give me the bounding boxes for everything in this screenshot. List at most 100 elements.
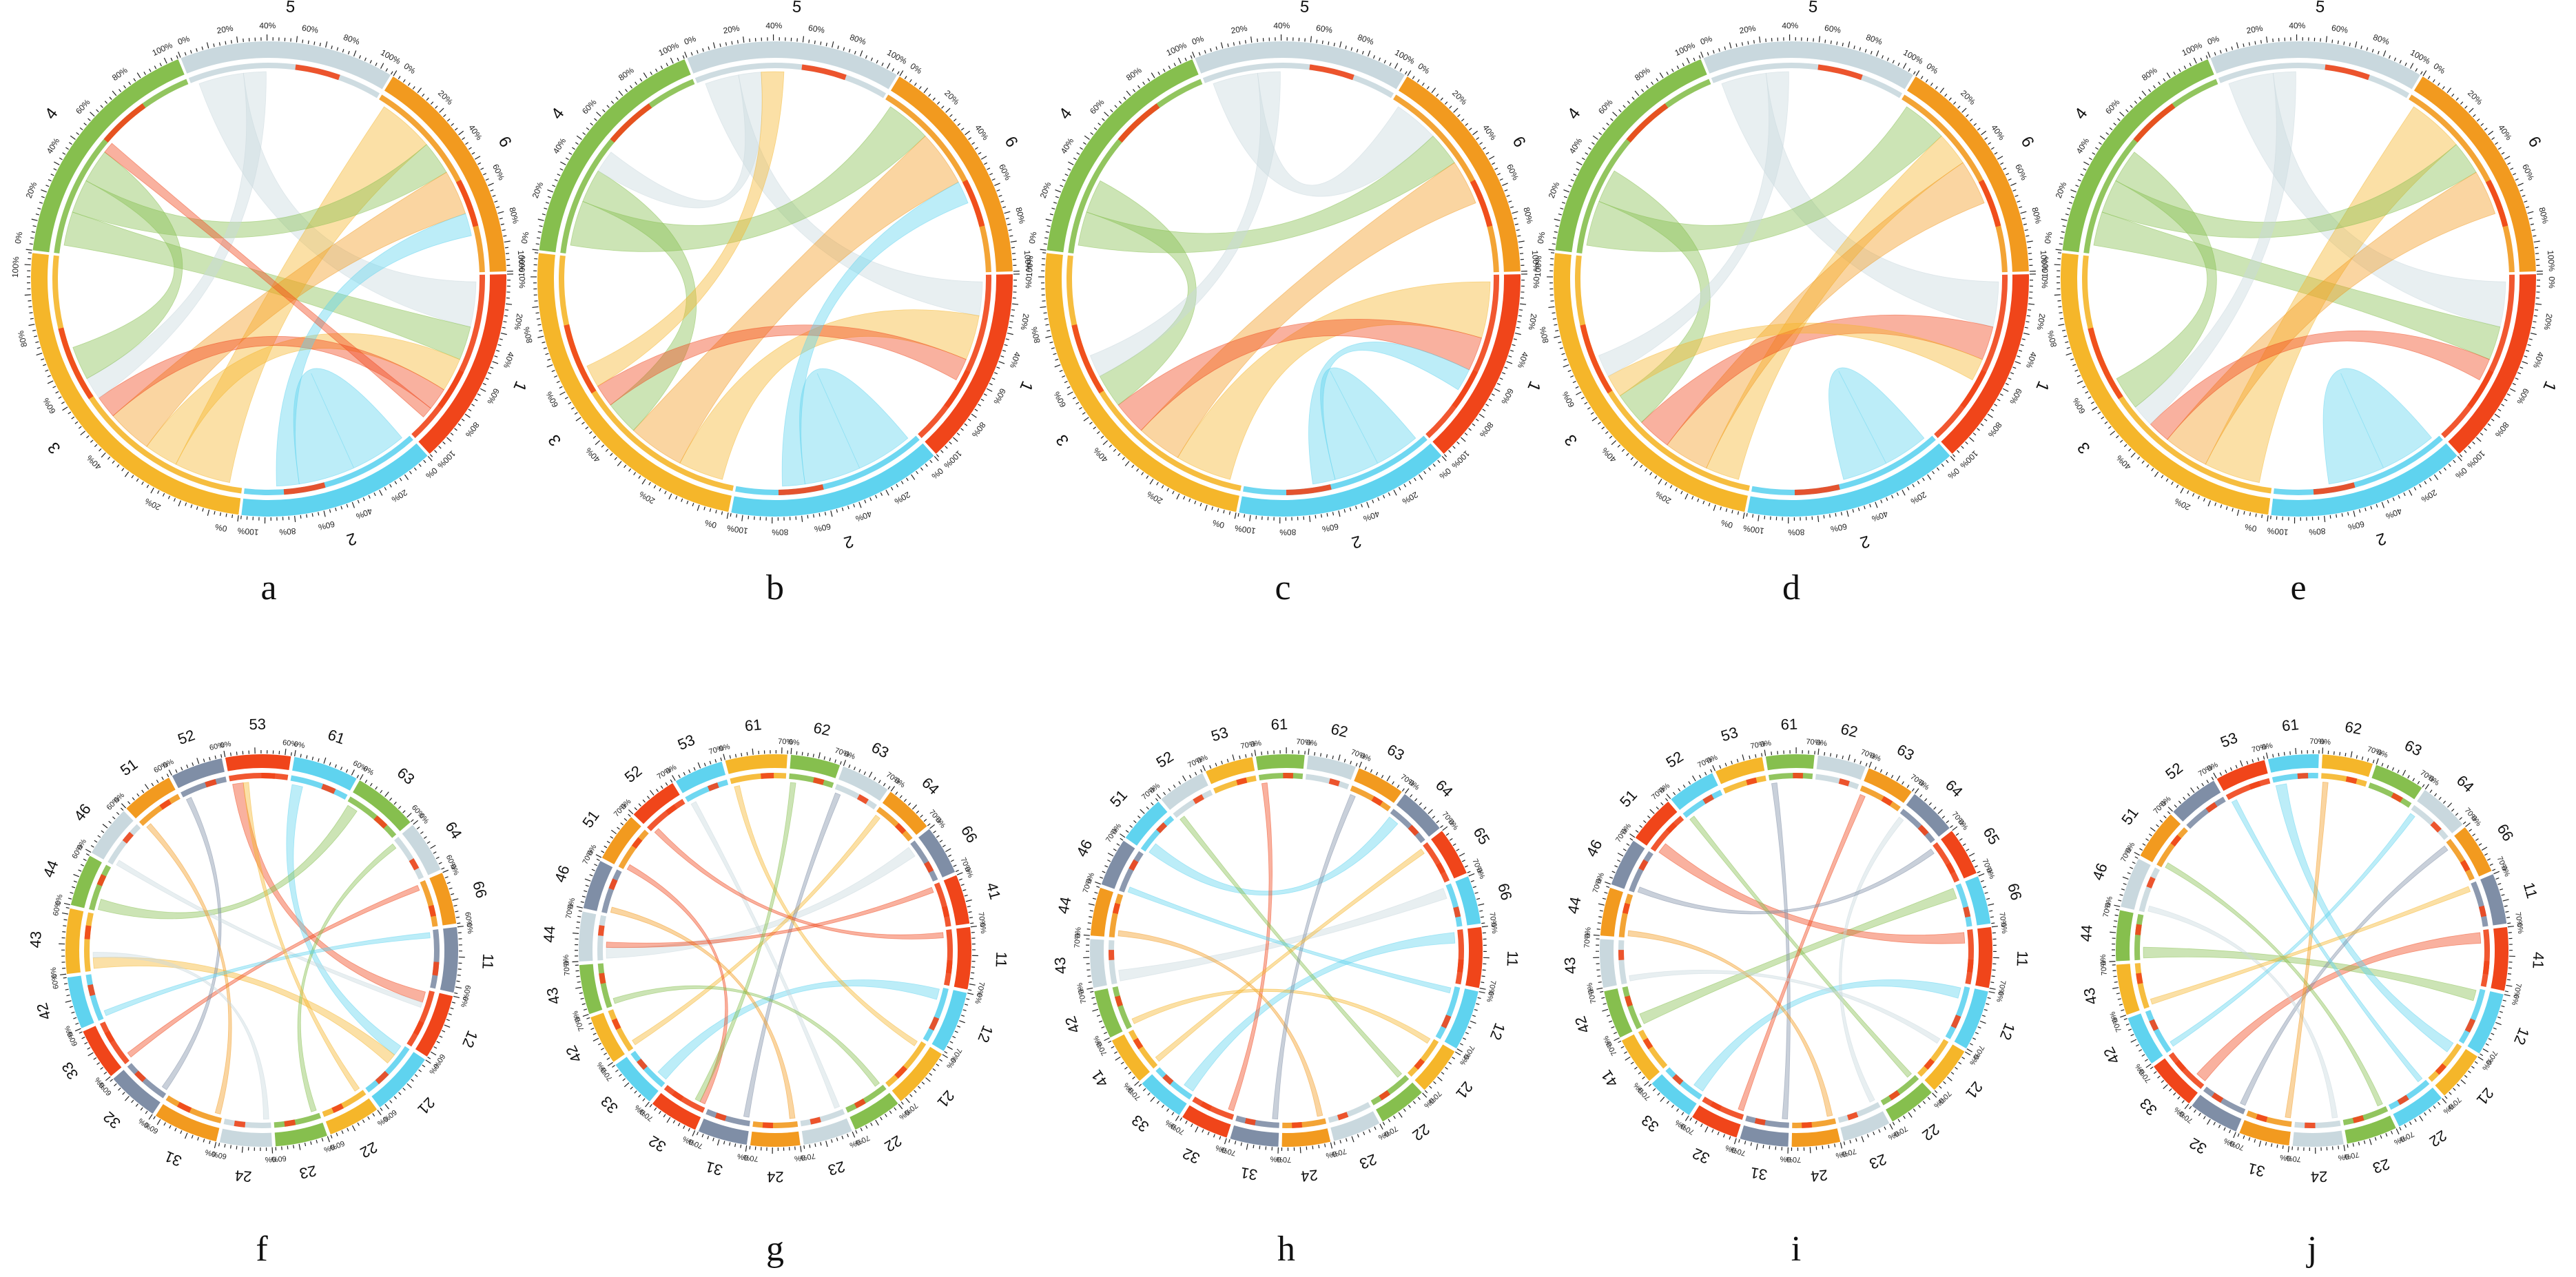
sector-band-64 [1390,809,1425,844]
axis-tick [2141,90,2147,96]
ribbon-42-to-64 [2170,813,2415,1047]
sector-band-stripe-42 [87,984,96,997]
axis-tick [73,873,80,878]
axis-tick [2130,105,2133,108]
axis-tick [2444,1095,2448,1099]
axis-tick [331,45,333,50]
axis-tick [2501,152,2505,155]
tick-label: 0% [2104,895,2114,908]
sector-label-22: 22 [2426,1127,2450,1150]
axis-tick [318,758,320,762]
axis-tick [932,97,936,101]
sector-band-stripe-51 [1156,822,1168,833]
sector-label-4: 4 [1564,105,1585,123]
tick-label: 70% [1296,738,1312,747]
axis-tick [119,89,122,92]
axis-tick [477,162,482,165]
axis-tick [1513,338,1517,340]
axis-tick [1102,118,1105,121]
axis-tick [154,65,157,70]
sector-band-stripe-41 [1133,1037,1144,1050]
axis-tick [1961,1057,1966,1059]
axis-tick [1200,769,1203,773]
sector-arc-3 [2061,253,2271,515]
axis-tick [411,819,414,822]
tick-label: 80% [2046,329,2059,348]
axis-tick [2414,1119,2417,1122]
sector-band-2 [2273,435,2443,495]
ribbon-5-to-1 [2228,72,2506,328]
axis-tick [76,132,80,135]
axis-tick [1698,774,1702,778]
axis-tick [1075,402,1080,405]
axis-tick [2108,426,2112,429]
axis-tick [1952,454,1956,457]
axis-tick [2464,450,2467,453]
axis-tick [1633,461,1638,466]
axis-tick [87,118,91,121]
axis-tick [1835,512,1837,517]
axis-tick [2276,1144,2278,1148]
axis-tick [1333,43,1335,47]
axis-tick [958,878,962,881]
sector-band-stripe-52 [205,778,217,788]
tick-label: 60% [1315,23,1333,35]
axis-tick [1630,1061,1634,1065]
axis-tick [2409,1121,2412,1125]
tick-label: 0% [683,34,697,47]
sector-arc-23 [1840,1111,1890,1141]
axis-tick [2393,57,2396,61]
axis-tick [2125,1023,2130,1026]
axis-tick [52,386,56,388]
axis-tick [377,1110,382,1116]
axis-tick [1946,459,1949,464]
axis-tick [1504,366,1508,369]
tick-label: 70% [2309,738,2325,747]
axis-tick [2005,382,2009,386]
axis-tick [1502,183,1508,186]
axis-tick [1645,468,1648,472]
tick-label: 70% [1806,738,1822,747]
axis-tick [487,372,492,375]
axis-tick [648,481,651,486]
tick-label: 0% [1946,466,1961,481]
axis-tick [1885,771,1888,776]
axis-tick [1592,135,1598,140]
sector-band-stripe-12 [1950,1015,1961,1029]
axis-tick [2132,861,2136,864]
axis-tick [1183,496,1186,500]
axis-tick [1067,391,1073,395]
axis-tick [398,805,402,809]
sector-band-stripe-52 [2205,802,2218,813]
axis-tick [1512,344,1516,346]
axis-tick [1980,880,1984,882]
sector-band-stripe-22 [854,1098,866,1109]
axis-tick [1488,398,1492,402]
ribbon-22-to-53 [2231,799,2423,1083]
tick-label: 0% [2510,993,2520,1006]
axis-tick [655,68,658,72]
axis-tick [991,377,996,380]
axis-tick [1972,433,1977,436]
ribbon-22-to-43 [612,985,880,1087]
tick-label: 100% [1902,48,1925,66]
axis-tick [933,830,936,833]
sector-band-stripe-2 [1286,484,1332,495]
sector-label-33: 33 [1129,1112,1153,1136]
axis-tick [96,109,99,112]
axis-tick [100,1067,104,1070]
axis-tick [1146,807,1149,810]
axis-tick [1355,762,1358,767]
axis-tick [2207,1119,2211,1125]
axis-tick [78,426,82,429]
sector-label-24: 24 [1300,1166,1319,1185]
axis-tick [446,118,451,122]
axis-tick [112,816,116,820]
tick-label: 100% [517,256,528,278]
axis-tick [1045,324,1049,326]
axis-tick [492,361,499,364]
axis-tick [991,178,996,181]
sector-band-stripe-23 [1846,1112,1859,1121]
sector-arc-63 [1864,768,1912,803]
axis-tick [994,183,1000,186]
